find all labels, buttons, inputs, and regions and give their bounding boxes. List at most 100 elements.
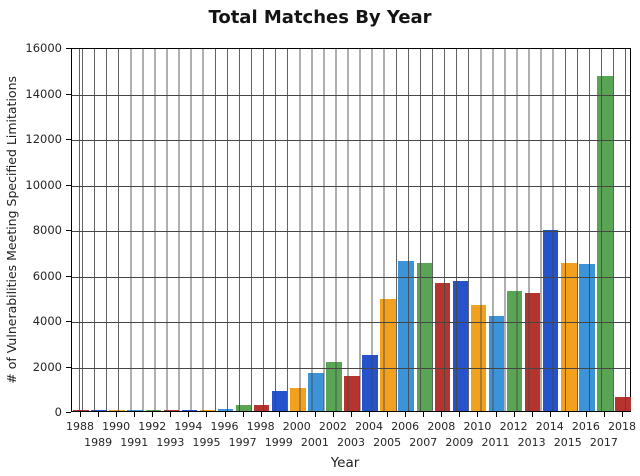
- y-tick-0: [66, 412, 71, 413]
- x-tick-1995: [206, 412, 208, 417]
- x-tick-label-1998: 1998: [246, 420, 275, 433]
- bar-2009: [452, 280, 469, 411]
- bar-1992: [145, 410, 162, 411]
- x-tick-label-2005: 2005: [373, 436, 402, 449]
- y-tick-4000: [66, 321, 71, 322]
- x-tick-2000: [296, 412, 298, 417]
- x-tick-2003: [351, 412, 352, 417]
- bar-1988: [73, 410, 89, 411]
- x-tick-2002: [332, 412, 334, 417]
- x-tick-label-2010: 2010: [463, 420, 492, 433]
- bar-2013: [524, 292, 541, 411]
- x-tick-2010: [477, 412, 479, 417]
- y-tick-label-12000: 12000: [25, 132, 62, 146]
- x-tick-1998: [260, 412, 262, 417]
- x-tick-1993: [170, 412, 172, 417]
- bar-1995: [199, 410, 216, 411]
- x-tick-label-2012: 2012: [499, 420, 528, 433]
- y-tick-label-8000: 8000: [32, 223, 62, 237]
- bar-1990: [109, 410, 125, 411]
- x-axis-title: Year: [330, 455, 360, 471]
- y-tick-label-16000: 16000: [25, 41, 62, 55]
- bar-1994: [181, 410, 198, 411]
- x-tick-label-2000: 2000: [282, 420, 311, 433]
- x-tick-label-1997: 1997: [228, 436, 257, 449]
- bar-1998: [253, 405, 270, 411]
- h-gridline-12000: [72, 140, 630, 141]
- bar-2018: [615, 397, 631, 411]
- bar-2010: [470, 305, 487, 411]
- x-tick-label-1994: 1994: [174, 420, 203, 433]
- bar-1997: [235, 405, 252, 411]
- x-tick-2015: [567, 412, 569, 417]
- y-tick-label-6000: 6000: [32, 268, 62, 283]
- x-tick-label-1999: 1999: [264, 436, 293, 449]
- x-tick-2012: [513, 412, 515, 417]
- x-tick-1996: [224, 412, 226, 417]
- x-tick-label-1988: 1988: [66, 420, 95, 433]
- x-tick-label-1996: 1996: [210, 420, 239, 433]
- bar-2006: [398, 260, 414, 411]
- y-tick-16000: [66, 48, 71, 49]
- x-tick-1991: [134, 412, 136, 417]
- bar-1999: [271, 390, 288, 411]
- x-tick-2014: [549, 412, 551, 417]
- x-tick-label-2018: 2018: [607, 420, 636, 433]
- y-tick-14000: [66, 93, 71, 95]
- x-tick-2017: [603, 412, 605, 417]
- x-tick-1990: [116, 412, 118, 417]
- bar-2017: [597, 76, 613, 411]
- x-tick-label-1991: 1991: [120, 436, 149, 449]
- h-gridline-10000: [72, 185, 630, 187]
- x-tick-label-2003: 2003: [337, 436, 365, 449]
- x-tick-label-2006: 2006: [391, 420, 420, 433]
- x-tick-label-2015: 2015: [553, 436, 582, 449]
- x-tick-label-1993: 1993: [156, 436, 185, 449]
- h-gridline-14000: [72, 94, 630, 96]
- bar-2012: [506, 290, 523, 411]
- y-tick-10000: [66, 184, 71, 186]
- x-tick-1994: [188, 412, 190, 417]
- x-tick-2016: [585, 412, 587, 417]
- bar-2004: [362, 355, 378, 411]
- y-tick-label-14000: 14000: [25, 86, 62, 101]
- x-tick-label-1990: 1990: [102, 420, 131, 433]
- y-tick-label-2000: 2000: [32, 359, 62, 374]
- x-tick-2004: [369, 412, 371, 417]
- x-tick-label-2014: 2014: [535, 420, 564, 433]
- x-tick-2018: [621, 412, 623, 417]
- x-tick-label-2008: 2008: [427, 420, 456, 433]
- x-tick-label-1995: 1995: [192, 436, 221, 449]
- y-tick-label-4000: 4000: [32, 314, 62, 328]
- y-tick-8000: [66, 230, 71, 231]
- bar-2014: [542, 230, 559, 411]
- x-tick-1989: [98, 412, 100, 417]
- x-tick-label-2013: 2013: [517, 436, 546, 449]
- x-tick-label-1989: 1989: [84, 436, 113, 449]
- x-tick-2006: [405, 412, 407, 417]
- x-tick-label-2009: 2009: [445, 436, 474, 449]
- bar-2000: [290, 387, 306, 411]
- bar-2001: [308, 372, 324, 411]
- chart-title: Total Matches By Year: [208, 7, 432, 28]
- bar-2005: [380, 298, 396, 411]
- y-tick-label-0: 0: [54, 405, 62, 419]
- y-tick-2000: [66, 366, 71, 368]
- x-tick-label-2011: 2011: [481, 436, 510, 449]
- bar-2011: [488, 316, 505, 411]
- x-tick-1999: [278, 412, 280, 417]
- x-tick-2009: [459, 412, 461, 417]
- bar-1996: [217, 409, 234, 411]
- y-tick-12000: [66, 139, 71, 140]
- x-tick-2007: [423, 412, 425, 417]
- x-tick-label-2007: 2007: [409, 436, 438, 449]
- x-tick-1988: [80, 412, 82, 417]
- x-tick-2001: [314, 412, 316, 417]
- bar-2007: [416, 262, 432, 411]
- plot-area: [71, 48, 631, 412]
- x-tick-1992: [152, 412, 154, 417]
- x-tick-1997: [242, 412, 244, 417]
- bar-2015: [561, 263, 577, 411]
- bar-1991: [127, 410, 143, 411]
